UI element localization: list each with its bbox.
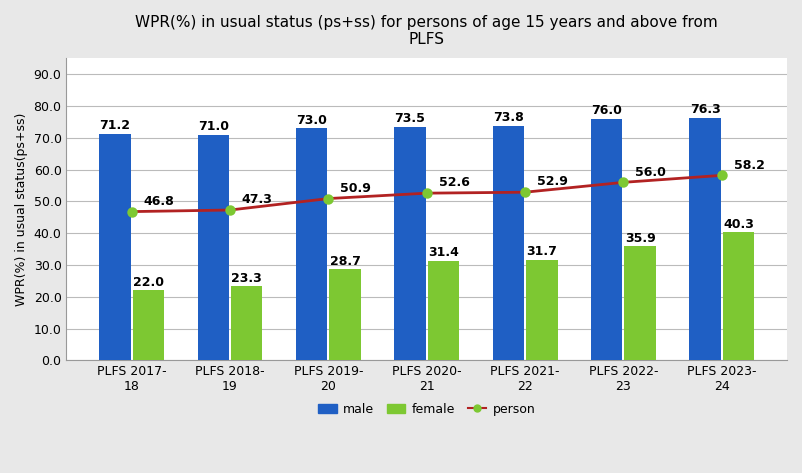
Text: 58.2: 58.2 [734,158,764,172]
Text: 31.7: 31.7 [526,245,557,258]
Legend: male, female, person: male, female, person [313,398,541,420]
Text: 52.9: 52.9 [537,175,568,188]
Bar [99,134,131,360]
Text: 23.3: 23.3 [231,272,262,285]
Text: 76.0: 76.0 [591,104,622,117]
Bar [296,128,327,360]
Bar [427,261,460,360]
Y-axis label: WPR(%) in usual status(ps+ss): WPR(%) in usual status(ps+ss) [15,113,28,306]
Bar [690,118,721,360]
Bar [723,232,754,360]
Text: 47.3: 47.3 [241,193,273,206]
Text: 35.9: 35.9 [625,232,655,245]
Text: 28.7: 28.7 [330,254,361,268]
Bar [625,246,656,360]
Bar [132,290,164,360]
Text: 71.2: 71.2 [99,119,131,132]
Text: 22.0: 22.0 [133,276,164,289]
Text: 76.3: 76.3 [690,103,720,116]
Text: 40.3: 40.3 [723,218,754,231]
Text: 56.0: 56.0 [635,166,666,178]
Text: 73.0: 73.0 [296,114,327,127]
Title: WPR(%) in usual status (ps+ss) for persons of age 15 years and above from
PLFS: WPR(%) in usual status (ps+ss) for perso… [136,15,718,47]
Text: 71.0: 71.0 [198,120,229,133]
Bar [231,286,262,360]
Bar [492,126,524,360]
Text: 46.8: 46.8 [144,195,174,208]
Text: 73.5: 73.5 [395,112,425,125]
Text: 31.4: 31.4 [428,246,459,259]
Bar [395,127,426,360]
Bar [330,269,361,360]
Bar [526,260,557,360]
Bar [591,119,622,360]
Text: 52.6: 52.6 [439,176,469,189]
Bar [197,135,229,360]
Text: 73.8: 73.8 [493,111,524,124]
Text: 50.9: 50.9 [340,182,371,195]
